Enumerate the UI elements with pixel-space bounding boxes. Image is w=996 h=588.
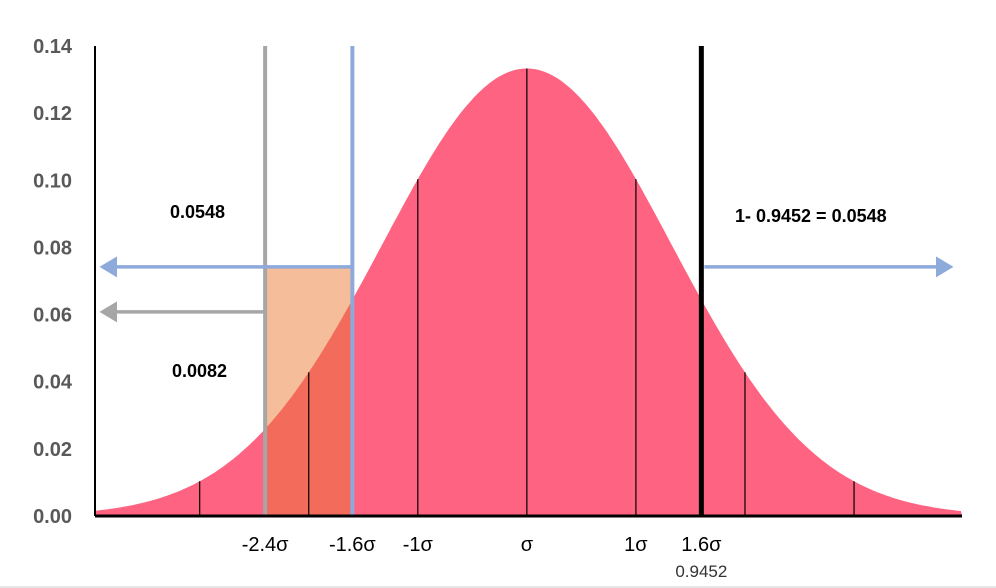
y-tick-label: 0.10 xyxy=(33,170,72,192)
x-tick-label: 1.6σ xyxy=(681,534,722,556)
x-tick-label: -1.6σ xyxy=(329,534,376,556)
annotation: 0.0082 xyxy=(172,361,227,381)
curve-area xyxy=(95,68,962,516)
x-tick-label: -2.4σ xyxy=(242,534,289,556)
y-tick-label: 0.08 xyxy=(33,237,72,259)
x-tick-label: σ xyxy=(521,534,534,556)
x-sub-label: 0.9452 xyxy=(675,562,727,581)
x-tick-label: 1σ xyxy=(624,534,648,556)
y-tick-label: 0.14 xyxy=(33,36,73,58)
y-tick-label: 0.06 xyxy=(33,305,72,327)
y-tick-label: 0.04 xyxy=(33,372,73,394)
x-tick-label: -1σ xyxy=(403,534,434,556)
y-tick-label: 0.00 xyxy=(33,506,72,528)
y-tick-label: 0.12 xyxy=(33,103,72,125)
annotation: 0.0548 xyxy=(170,202,225,222)
annotation: 1- 0.9452 = 0.0548 xyxy=(735,206,887,226)
y-tick-label: 0.02 xyxy=(33,439,72,461)
